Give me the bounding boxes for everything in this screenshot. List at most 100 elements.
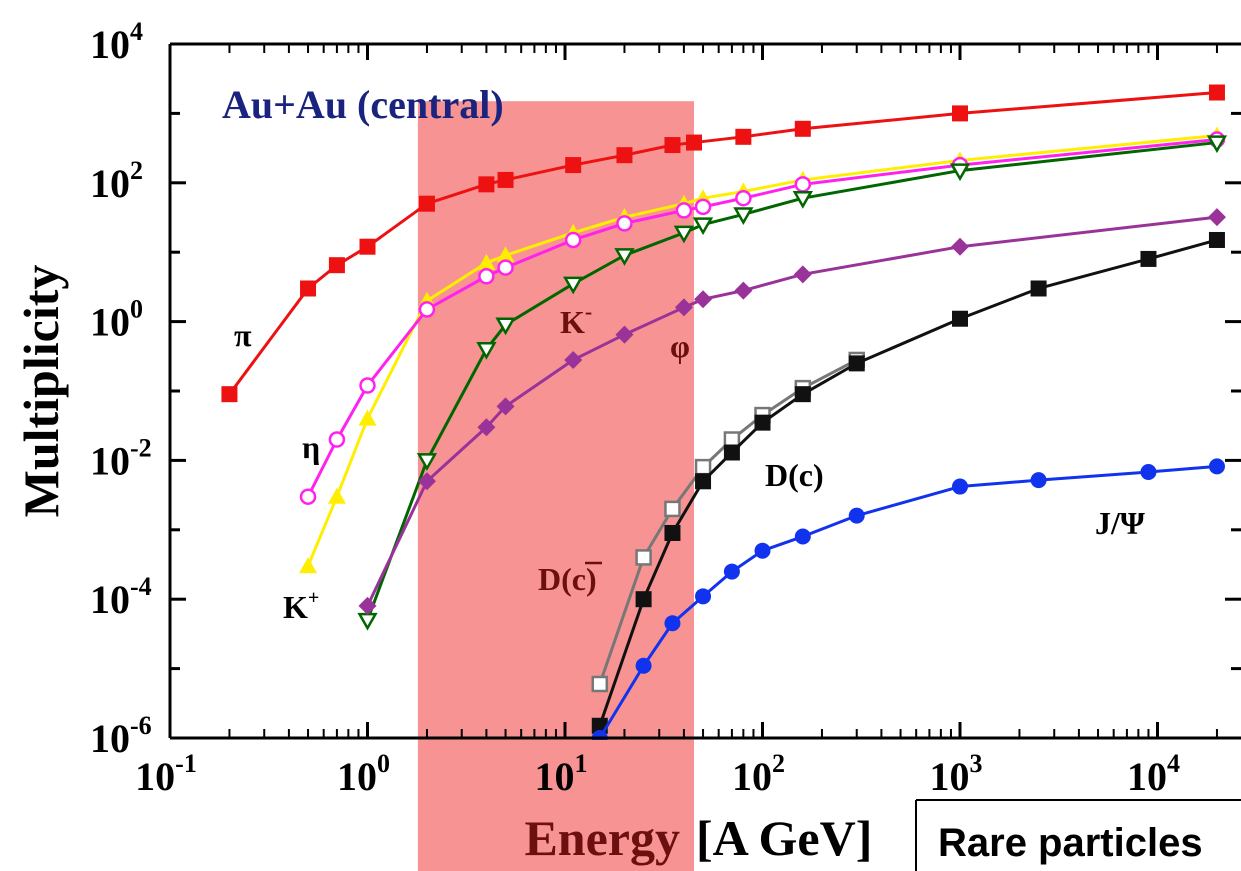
- series-6-marker: [1208, 231, 1225, 248]
- x-tick-label-exp: 1: [575, 749, 588, 778]
- x-tick-label-base: 10: [930, 754, 970, 799]
- highlight-band: [417, 101, 695, 871]
- series-3: [357, 135, 1228, 631]
- series-7-marker: [664, 615, 681, 632]
- x-axis-label-main: Energy: [524, 810, 680, 866]
- series-6-marker: [723, 444, 740, 461]
- series-3-marker: [563, 276, 584, 295]
- series-3-marker: [1206, 135, 1228, 154]
- series-2-marker: [735, 189, 752, 207]
- x-tick-label-exp: 2: [772, 749, 785, 778]
- y-tick-label-base: 10: [90, 438, 130, 483]
- series-7-marker: [848, 507, 865, 524]
- series-3-marker: [673, 225, 695, 244]
- series-5-marker: [591, 675, 609, 693]
- label-jpsi: J/Ψ: [1095, 505, 1145, 541]
- series-0-marker: [616, 147, 633, 164]
- series-7-marker: [952, 478, 968, 495]
- series-0-marker: [686, 134, 703, 151]
- series-2-marker: [564, 231, 582, 249]
- x-tick-label: 103: [930, 749, 983, 799]
- series-4-marker: [358, 596, 377, 615]
- y-tick-label-exp: -6: [130, 711, 152, 740]
- label-k-minus-sup: -: [585, 299, 592, 324]
- series-3-marker: [476, 341, 497, 360]
- series-1-marker: [496, 246, 515, 263]
- x-tick-label-base: 10: [1127, 754, 1167, 799]
- series-2-marker: [794, 176, 812, 193]
- label-d-cbar-post: ): [586, 561, 597, 597]
- series-4-marker: [674, 298, 693, 317]
- series-7-marker: [1208, 458, 1225, 475]
- series-6-marker: [1030, 280, 1047, 297]
- series-7-marker: [723, 563, 740, 580]
- series-4-marker: [615, 325, 634, 344]
- series-6-marker: [754, 414, 771, 431]
- series-7-marker: [695, 588, 712, 605]
- x-tick-label: 10-1: [135, 749, 197, 799]
- series-0-marker: [418, 195, 435, 212]
- label-d-cbar-c: c: [572, 561, 586, 597]
- series-layer: [221, 84, 1228, 740]
- series-7: [591, 458, 1225, 740]
- series-7-line: [598, 464, 1218, 739]
- series-0-marker: [794, 120, 811, 137]
- y-tick-label-exp: 2: [130, 156, 143, 185]
- series-2-line: [306, 138, 1218, 498]
- series-7-marker: [635, 657, 652, 674]
- y-tick-label-base: 10: [90, 716, 130, 761]
- series-7-marker: [754, 542, 771, 559]
- x-tick-label-exp: -1: [175, 749, 197, 778]
- x-tick-label-base: 10: [337, 754, 377, 799]
- y-tick-label-base: 10: [90, 161, 130, 206]
- series-0-line: [228, 91, 1218, 396]
- series-6-line: [598, 238, 1218, 727]
- series-1-marker: [358, 409, 377, 426]
- series-2-marker: [694, 198, 712, 216]
- series-0-marker: [300, 280, 317, 297]
- series-2-marker: [675, 202, 693, 219]
- tick-layer: [168, 42, 1241, 740]
- y-tick-label: 100: [90, 295, 143, 345]
- series-1-marker: [477, 253, 496, 270]
- y-tick-label: 10-4: [90, 572, 152, 622]
- y-tick-label-base: 10: [90, 22, 130, 67]
- series-4-line: [366, 215, 1218, 607]
- series-2-marker: [616, 215, 633, 232]
- label-k-plus: K+: [283, 587, 319, 625]
- series-3-marker: [692, 217, 714, 236]
- series-0-marker: [565, 157, 582, 174]
- series-0-marker: [478, 176, 495, 193]
- series-3-marker: [733, 207, 754, 225]
- series-3-marker: [949, 163, 971, 182]
- series-6-marker: [848, 355, 865, 372]
- series-1-marker: [299, 557, 318, 574]
- series-2-marker: [478, 268, 495, 285]
- label-d-cbar-pre: D(: [538, 561, 572, 597]
- series-4: [358, 208, 1226, 615]
- series-3-marker: [357, 612, 378, 631]
- label-k-plus-base: K: [283, 589, 308, 625]
- series-3-marker: [614, 248, 635, 266]
- series-4-marker: [496, 397, 515, 416]
- series-6: [591, 231, 1225, 734]
- series-4-marker: [477, 418, 496, 437]
- x-tick-label: 102: [732, 749, 785, 799]
- x-axis-label-unit: [A GeV]: [696, 810, 872, 866]
- series-5-marker: [694, 458, 712, 476]
- x-tick-label-base: 10: [135, 754, 175, 799]
- y-tick-label-base: 10: [90, 300, 130, 345]
- series-0-marker: [952, 105, 968, 122]
- label-k-plus-sup: +: [308, 587, 319, 609]
- label-k-minus-base: K: [560, 304, 585, 340]
- series-4-marker: [793, 265, 812, 284]
- series-4-marker: [694, 290, 713, 309]
- series-4-marker: [1207, 208, 1226, 227]
- y-tick-label: 10-6: [90, 711, 152, 761]
- x-axis-label: Energy: [524, 810, 680, 866]
- chart-title: Au+Au (central): [222, 82, 504, 127]
- series-3-marker: [792, 190, 813, 209]
- y-tick-label: 102: [90, 156, 143, 206]
- series-0-marker: [221, 386, 238, 403]
